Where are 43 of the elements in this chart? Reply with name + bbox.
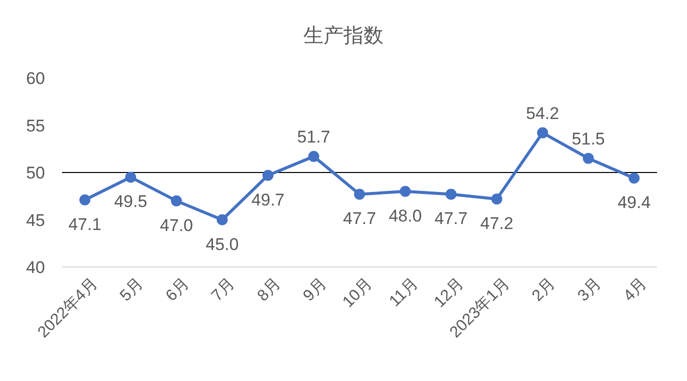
x-tick-label: 9月 [300,275,330,305]
point [262,170,274,181]
data-label: 49.5 [114,192,148,212]
data-label: 49.7 [251,190,285,210]
x-tick-label: 6月 [162,275,193,305]
y-tick-label: 40 [26,258,45,277]
x-tick-label: 12月 [431,275,468,312]
data-label: 47.1 [68,214,102,234]
point [400,186,411,197]
y-tick-label: 55 [26,116,45,136]
point [491,193,502,204]
x-tick-label: 4月 [620,275,650,305]
data-label: 47.0 [160,216,193,235]
x-tick-label: 2月 [529,275,559,305]
x-tick-label: 10月 [340,275,376,312]
data-label: 45.0 [206,234,239,254]
x-tick-label: 7月 [208,275,238,305]
point [170,195,182,206]
point [79,194,90,206]
data-label: 47.7 [342,209,376,228]
data-label: 47.7 [434,209,468,228]
point [308,150,320,162]
point [216,214,228,226]
point [628,172,640,184]
y-tick-label: 60 [26,69,45,88]
x-tick-label: 11月 [386,275,422,310]
y-tick-label: 45 [26,210,45,230]
data-label: 54.2 [526,104,560,123]
data-label: 49.4 [618,193,651,212]
point [537,127,548,138]
point [354,188,365,200]
point [582,152,594,164]
chart-title: 生产指数 [304,25,384,47]
point [446,188,457,200]
data-label: 47.2 [480,214,514,233]
x-tick-label: 3月 [574,275,605,305]
data-label: 51.5 [572,129,605,148]
data-label: 48.0 [388,206,422,226]
y-tick-label: 50 [26,164,45,182]
x-tick-label: 5月 [117,275,147,305]
x-tick-label: 8月 [254,275,284,305]
data-label: 51.7 [297,127,330,146]
point [125,172,136,183]
